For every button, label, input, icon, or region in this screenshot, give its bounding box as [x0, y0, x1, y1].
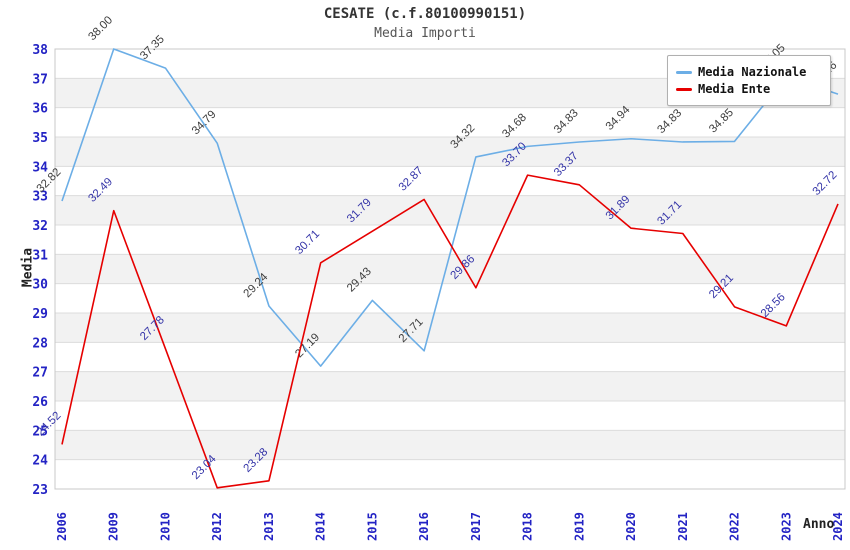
line-swatch-nazionale	[676, 70, 692, 74]
legend-label-nazionale: Media Nazionale	[698, 65, 807, 79]
data-label: 32.87	[397, 165, 426, 194]
series-line-ente	[61, 174, 839, 489]
x-tick-label: 2014	[314, 512, 328, 541]
data-label: 34.79	[190, 108, 219, 137]
chart-title: CESATE (c.f.80100990151)	[323, 6, 527, 22]
x-tick-label: 2022	[728, 512, 742, 541]
data-label: 30.71	[293, 228, 322, 257]
x-tick-label: 2020	[624, 512, 638, 541]
data-label: 34.83	[552, 107, 581, 136]
x-tick-label: 2016	[417, 512, 431, 541]
chart-legend: Media Nazionale Media Ente	[667, 55, 831, 106]
y-tick-label: 34	[32, 160, 48, 175]
data-label: 34.83	[655, 107, 684, 136]
legend-label-ente: Media Ente	[698, 82, 771, 96]
x-tick-label: 2013	[262, 512, 276, 541]
y-tick-label: 36	[32, 102, 48, 117]
y-tick-label: 25	[32, 424, 48, 439]
x-tick-label: 2017	[469, 512, 483, 541]
x-tick-label: 2012	[210, 512, 224, 541]
y-tick-label: 30	[32, 278, 48, 293]
x-tick-label: 2010	[158, 512, 172, 541]
y-tick-label: 29	[32, 307, 48, 322]
series-line-nazionale	[61, 48, 839, 367]
x-tick-label: 2019	[572, 512, 586, 541]
chart-subtitle: Media Importi	[374, 26, 476, 41]
data-label: 34.85	[707, 107, 736, 136]
x-tick-label: 2015	[365, 512, 379, 541]
data-label: 34.68	[500, 112, 529, 141]
data-label: 32.72	[811, 169, 840, 198]
y-tick-label: 31	[32, 248, 48, 263]
data-label: 37.35	[138, 33, 167, 62]
x-axis-title: Anno	[803, 517, 835, 532]
y-tick-label: 38	[32, 43, 48, 58]
line-swatch-ente	[676, 87, 692, 91]
data-label: 38.00	[86, 14, 115, 43]
legend-item-media-nazionale[interactable]: Media Nazionale	[676, 65, 822, 79]
x-tick-label: 2009	[107, 512, 121, 541]
y-tick-label: 24	[32, 454, 48, 469]
y-tick-label: 32	[32, 219, 48, 234]
x-tick-label: 2023	[779, 512, 793, 541]
y-tick-label: 28	[32, 336, 48, 351]
x-tick-label: 2024	[831, 512, 845, 541]
x-tick-label: 2006	[55, 512, 69, 541]
y-tick-label: 23	[32, 483, 48, 498]
y-tick-label: 26	[32, 395, 48, 410]
y-tick-label: 35	[32, 131, 48, 146]
x-tick-label: 2021	[676, 512, 690, 541]
y-tick-label: 27	[32, 366, 48, 381]
y-tick-label: 37	[32, 72, 48, 87]
x-tick-label: 2018	[521, 512, 535, 541]
y-tick-label: 33	[32, 190, 48, 205]
legend-item-media-ente[interactable]: Media Ente	[676, 82, 822, 96]
y-axis-title: Media	[20, 247, 36, 288]
